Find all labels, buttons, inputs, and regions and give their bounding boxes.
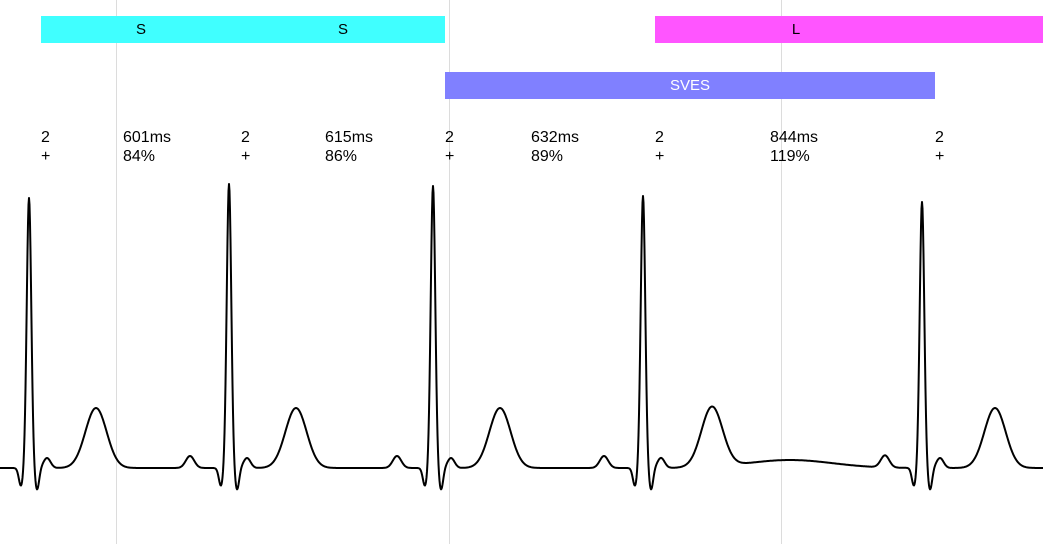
rr-percent: 119% — [770, 148, 810, 165]
rr-interval-2: 615ms 86% — [325, 128, 373, 166]
beat-sign: + — [241, 148, 251, 165]
beat-annotation-4[interactable]: 2 + — [655, 128, 664, 166]
band-label-sves: SVES — [669, 77, 711, 94]
beat-sign: + — [935, 148, 945, 165]
beat-annotation-1[interactable]: 2 + — [41, 128, 50, 166]
rr-percent: 84% — [123, 148, 156, 165]
band-label-l: L — [791, 21, 801, 38]
rr-ms: 632ms — [531, 129, 580, 146]
beat-class: 2 — [935, 129, 944, 146]
band-label-s-2: S — [337, 21, 349, 38]
beat-class: 2 — [41, 129, 50, 146]
ecg-trace-line — [0, 183, 1043, 491]
band-label-s-1: S — [135, 21, 147, 38]
beat-class: 2 — [241, 129, 250, 146]
normal-rhythm-band[interactable]: S S — [41, 16, 445, 43]
beat-annotation-5[interactable]: 2 + — [935, 128, 944, 166]
beat-class: 2 — [445, 129, 454, 146]
rr-percent: 89% — [531, 148, 564, 165]
beat-annotation-3[interactable]: 2 + — [445, 128, 454, 166]
rr-interval-4: 844ms 119% — [770, 128, 818, 166]
beat-sign: + — [445, 148, 455, 165]
rr-interval-3: 632ms 89% — [531, 128, 579, 166]
sves-band[interactable]: SVES — [445, 72, 935, 99]
rr-ms: 615ms — [325, 129, 374, 146]
rr-interval-1: 601ms 84% — [123, 128, 171, 166]
gridline-2 — [449, 0, 450, 544]
long-interval-band[interactable]: L — [655, 16, 1043, 43]
beat-sign: + — [41, 148, 51, 165]
beat-class: 2 — [655, 129, 664, 146]
beat-annotation-2[interactable]: 2 + — [241, 128, 250, 166]
rr-percent: 86% — [325, 148, 358, 165]
beat-sign: + — [655, 148, 665, 165]
gridline-3 — [781, 0, 782, 544]
gridline-1 — [116, 0, 117, 544]
rr-ms: 601ms — [123, 129, 172, 146]
rr-ms: 844ms — [770, 129, 819, 146]
